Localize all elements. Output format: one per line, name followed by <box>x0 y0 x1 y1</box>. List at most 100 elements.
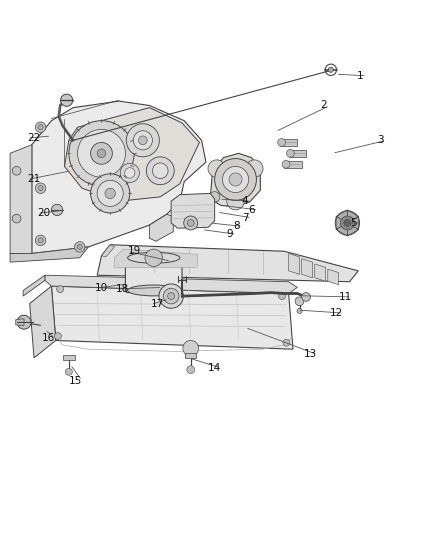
Text: 19: 19 <box>127 246 141 256</box>
Polygon shape <box>63 356 75 360</box>
Polygon shape <box>336 216 347 230</box>
Circle shape <box>328 67 333 72</box>
Text: 22: 22 <box>28 133 41 143</box>
Ellipse shape <box>127 285 180 296</box>
Circle shape <box>17 315 31 329</box>
Polygon shape <box>16 319 24 326</box>
Circle shape <box>283 339 290 346</box>
Text: 2: 2 <box>320 100 327 110</box>
Circle shape <box>97 149 106 158</box>
Polygon shape <box>210 154 260 206</box>
Polygon shape <box>315 264 325 281</box>
Text: 9: 9 <box>226 229 233 239</box>
Circle shape <box>69 120 134 186</box>
Text: 17: 17 <box>151 300 164 309</box>
Circle shape <box>35 235 46 246</box>
Circle shape <box>124 168 135 178</box>
Polygon shape <box>32 101 206 254</box>
Polygon shape <box>336 210 347 223</box>
Circle shape <box>57 286 64 293</box>
Circle shape <box>282 160 290 168</box>
Circle shape <box>133 131 152 150</box>
Polygon shape <box>289 254 300 274</box>
Circle shape <box>286 149 294 157</box>
Polygon shape <box>149 214 173 241</box>
Polygon shape <box>10 247 88 262</box>
Circle shape <box>279 293 286 300</box>
Circle shape <box>209 192 220 202</box>
Polygon shape <box>328 269 339 285</box>
Ellipse shape <box>127 252 180 263</box>
FancyBboxPatch shape <box>125 256 182 293</box>
Text: 12: 12 <box>330 308 343 318</box>
Circle shape <box>145 249 162 266</box>
Text: 15: 15 <box>69 376 82 385</box>
Circle shape <box>97 180 123 206</box>
Text: 14: 14 <box>208 363 221 373</box>
Circle shape <box>146 157 174 184</box>
Text: 4: 4 <box>242 196 248 206</box>
Circle shape <box>163 288 179 304</box>
Polygon shape <box>347 210 359 223</box>
Polygon shape <box>336 223 347 236</box>
Text: 1: 1 <box>357 71 364 81</box>
Circle shape <box>120 163 139 182</box>
Polygon shape <box>347 223 359 236</box>
Circle shape <box>278 139 286 147</box>
Polygon shape <box>23 275 45 296</box>
Circle shape <box>229 173 242 186</box>
Circle shape <box>183 341 198 356</box>
Circle shape <box>223 166 249 192</box>
Circle shape <box>51 204 63 215</box>
Circle shape <box>215 158 256 200</box>
Polygon shape <box>171 193 215 228</box>
Polygon shape <box>284 161 302 168</box>
Circle shape <box>65 368 72 375</box>
Polygon shape <box>45 275 297 294</box>
Text: 11: 11 <box>339 292 352 302</box>
Text: 21: 21 <box>28 174 41 184</box>
Circle shape <box>295 297 304 305</box>
Circle shape <box>152 163 168 179</box>
Circle shape <box>91 142 113 164</box>
Circle shape <box>187 366 194 374</box>
Polygon shape <box>115 249 197 268</box>
Text: 18: 18 <box>116 284 129 294</box>
Polygon shape <box>280 139 297 146</box>
Circle shape <box>246 160 263 177</box>
Polygon shape <box>51 286 293 349</box>
Circle shape <box>12 214 21 223</box>
Text: 20: 20 <box>38 208 51 219</box>
Text: 7: 7 <box>242 213 248 223</box>
Polygon shape <box>10 144 32 254</box>
Circle shape <box>54 333 61 340</box>
Circle shape <box>35 122 46 133</box>
Circle shape <box>60 94 73 107</box>
Circle shape <box>35 183 46 193</box>
Circle shape <box>78 130 125 177</box>
Polygon shape <box>64 108 199 201</box>
Circle shape <box>187 220 194 227</box>
Circle shape <box>105 188 116 199</box>
Polygon shape <box>289 150 306 157</box>
Circle shape <box>77 244 82 249</box>
Polygon shape <box>102 245 115 257</box>
Circle shape <box>297 308 302 313</box>
Circle shape <box>227 192 244 210</box>
Circle shape <box>12 166 21 175</box>
Circle shape <box>208 160 226 177</box>
Polygon shape <box>30 286 56 358</box>
Polygon shape <box>302 259 313 278</box>
Circle shape <box>38 125 43 130</box>
Text: 10: 10 <box>95 283 108 293</box>
Circle shape <box>38 185 43 191</box>
Circle shape <box>74 241 85 252</box>
Circle shape <box>302 293 311 301</box>
Circle shape <box>38 238 43 243</box>
Text: 13: 13 <box>304 350 317 359</box>
Polygon shape <box>97 245 358 282</box>
Text: 6: 6 <box>248 205 255 215</box>
Text: 5: 5 <box>350 218 357 228</box>
Circle shape <box>168 293 175 300</box>
Circle shape <box>184 216 198 230</box>
